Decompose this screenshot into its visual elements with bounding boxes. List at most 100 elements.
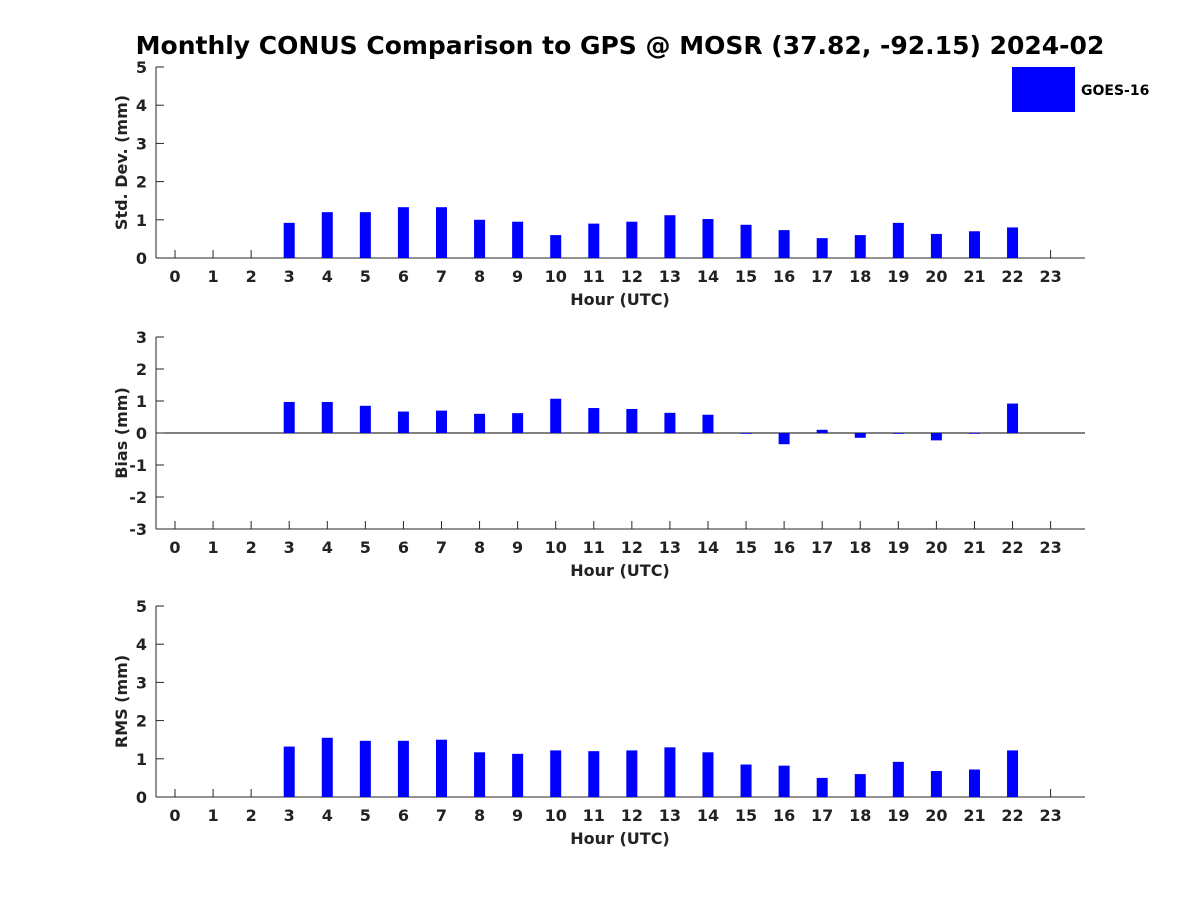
- bar: [626, 409, 638, 433]
- bar: [702, 414, 714, 433]
- x-tick-label: 0: [169, 267, 180, 286]
- bar: [968, 769, 980, 797]
- x-tick-label: 11: [583, 806, 605, 825]
- bar: [359, 212, 371, 258]
- x-tick-label: 22: [1001, 806, 1023, 825]
- bar: [474, 752, 486, 797]
- bar: [397, 740, 409, 797]
- x-tick-label: 22: [1001, 538, 1023, 557]
- y-tick-label: 5: [136, 597, 147, 616]
- bar: [1007, 227, 1019, 258]
- y-tick-label: 0: [136, 249, 147, 268]
- x-tick-label: 20: [925, 806, 947, 825]
- x-tick-label: 21: [963, 806, 985, 825]
- legend-label-goes-16: GOES-16: [1081, 83, 1149, 99]
- x-tick-label: 14: [697, 538, 719, 557]
- bar: [892, 433, 904, 434]
- x-tick-label: 16: [773, 538, 795, 557]
- x-tick-label: 13: [659, 806, 681, 825]
- x-tick-label: 3: [284, 538, 295, 557]
- y-tick-label: -2: [129, 488, 147, 507]
- bar: [321, 401, 333, 433]
- x-tick-label: 7: [436, 538, 447, 557]
- x-tick-label: 15: [735, 806, 757, 825]
- x-tick-label: 10: [545, 806, 567, 825]
- x-tick-label: 1: [207, 538, 218, 557]
- y-tick-label: -3: [129, 520, 147, 539]
- bar: [588, 408, 600, 433]
- x-tick-label: 21: [963, 538, 985, 557]
- bar: [816, 429, 828, 433]
- bar: [626, 750, 638, 797]
- bar: [283, 746, 295, 797]
- x-tick-label: 12: [621, 538, 643, 557]
- x-tick-label: 7: [436, 267, 447, 286]
- bar: [740, 433, 752, 434]
- bar: [664, 412, 676, 433]
- bar: [702, 219, 714, 258]
- x-tick-label: 15: [735, 267, 757, 286]
- x-tick-label: 16: [773, 806, 795, 825]
- x-tick-label: 0: [169, 538, 180, 557]
- x-tick-label: 5: [360, 806, 371, 825]
- bar: [588, 751, 600, 797]
- y-axis-label: Std. Dev. (mm): [112, 95, 131, 230]
- x-tick-label: 14: [697, 806, 719, 825]
- x-tick-label: 2: [246, 806, 257, 825]
- y-tick-label: 2: [136, 173, 147, 192]
- x-tick-label: 14: [697, 267, 719, 286]
- bar: [435, 410, 447, 433]
- y-axis-label: RMS (mm): [112, 655, 131, 748]
- x-tick-label: 23: [1039, 267, 1061, 286]
- bar: [435, 739, 447, 797]
- x-axis-label: Hour (UTC): [570, 829, 670, 848]
- bar: [778, 765, 790, 797]
- y-tick-label: 4: [136, 96, 147, 115]
- legend-swatch-goes-16: [1012, 67, 1075, 112]
- x-tick-label: 1: [207, 806, 218, 825]
- x-tick-label: 5: [360, 538, 371, 557]
- x-axis-label: Hour (UTC): [570, 290, 670, 309]
- bar: [550, 235, 562, 258]
- x-tick-label: 10: [545, 267, 567, 286]
- bar: [359, 740, 371, 797]
- bar: [854, 235, 866, 258]
- bar: [1007, 750, 1019, 797]
- x-tick-label: 3: [284, 806, 295, 825]
- x-tick-label: 15: [735, 538, 757, 557]
- x-tick-label: 10: [545, 538, 567, 557]
- x-tick-label: 6: [398, 267, 409, 286]
- bar: [512, 221, 524, 258]
- bar: [359, 405, 371, 433]
- x-tick-label: 4: [322, 538, 333, 557]
- y-tick-label: 2: [136, 360, 147, 379]
- x-tick-label: 5: [360, 267, 371, 286]
- bar: [321, 737, 333, 797]
- x-tick-label: 17: [811, 806, 833, 825]
- x-axis-label: Hour (UTC): [570, 561, 670, 580]
- bar: [892, 222, 904, 258]
- bar: [968, 231, 980, 258]
- x-tick-label: 17: [811, 267, 833, 286]
- bar: [435, 207, 447, 258]
- x-tick-label: 8: [474, 806, 485, 825]
- bar: [626, 221, 638, 258]
- x-tick-label: 20: [925, 267, 947, 286]
- x-tick-label: 19: [887, 806, 909, 825]
- bar: [664, 747, 676, 797]
- bar: [397, 411, 409, 433]
- x-tick-label: 22: [1001, 267, 1023, 286]
- x-tick-label: 18: [849, 267, 871, 286]
- bar: [892, 761, 904, 797]
- x-tick-label: 23: [1039, 806, 1061, 825]
- bar: [854, 433, 866, 438]
- x-tick-label: 8: [474, 267, 485, 286]
- bar: [968, 433, 980, 434]
- x-tick-label: 9: [512, 267, 523, 286]
- bar: [512, 753, 524, 797]
- x-tick-label: 17: [811, 538, 833, 557]
